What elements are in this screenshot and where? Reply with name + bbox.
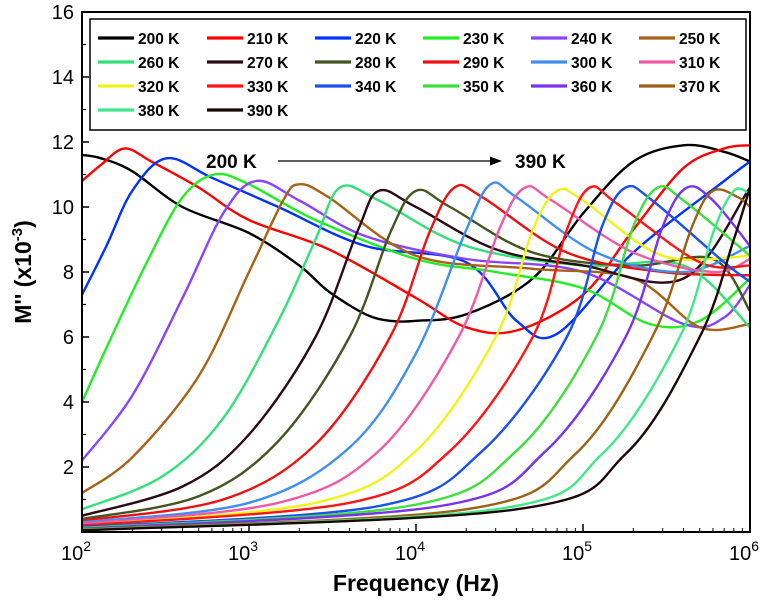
legend-item: 200 K — [98, 31, 180, 48]
x-axis-title: Frequency (Hz) — [333, 570, 499, 596]
y-tick-label: 2 — [63, 457, 74, 479]
series-line-320k — [82, 187, 750, 527]
series-line-210k — [82, 144, 750, 335]
legend-item: 210 K — [207, 31, 289, 48]
series-line-370k — [82, 188, 750, 531]
legend-item: 260 K — [98, 55, 180, 72]
legend-label: 280 K — [355, 55, 397, 72]
series-line-310k — [82, 185, 750, 526]
annotation-start-label: 200 K — [206, 152, 257, 173]
y-axis-title: M'' (x10-3) — [9, 220, 36, 324]
x-tick-label: 102 — [61, 538, 91, 565]
x-tick-label: 105 — [562, 538, 592, 565]
y-tick-label: 16 — [52, 2, 74, 24]
temperature-arrow-annotation: 200 K 390 K — [206, 152, 566, 173]
x-tick-label: 106 — [729, 538, 759, 565]
legend-item: 370 K — [639, 79, 721, 96]
legend-item: 330 K — [207, 79, 289, 96]
legend-label: 250 K — [679, 31, 721, 48]
series-line-200k — [82, 143, 750, 323]
y-tick-label: 12 — [52, 132, 74, 154]
y-axis: 2 4 6 8 10 12 14 16 — [52, 2, 89, 533]
annotation-arrow-head — [490, 156, 502, 166]
legend-label: 380 K — [138, 103, 180, 120]
legend-item: 280 K — [315, 55, 397, 72]
y-tick-label: 8 — [63, 262, 74, 284]
plot-area — [82, 143, 750, 532]
series-line-270k — [82, 186, 750, 517]
legend-label: 230 K — [463, 31, 505, 48]
x-tick-label: 104 — [395, 538, 425, 565]
y-tick-label: 6 — [63, 327, 74, 349]
legend: 200 K 210 K 220 K 230 K 240 K 250 K 260 K 270 K… — [89, 18, 747, 131]
legend-item: 220 K — [315, 31, 397, 48]
legend-label: 240 K — [571, 31, 613, 48]
series-line-360k — [82, 185, 750, 530]
legend-label: 350 K — [463, 79, 505, 96]
legend-item: 380 K — [98, 103, 180, 120]
y-tick-label: 14 — [52, 67, 74, 89]
legend-label: 200 K — [138, 31, 180, 48]
series-line-290k — [82, 183, 750, 522]
legend-items: 200 K 210 K 220 K 230 K 240 K 250 K 260 K 270 K… — [98, 31, 721, 120]
series-line-350k — [82, 184, 750, 530]
y-axis-title-main: M'' (x10 — [10, 241, 36, 324]
y-axis-title-sup: -3 — [9, 228, 26, 241]
series-line-300k — [82, 181, 750, 524]
series-line-230k — [82, 172, 750, 403]
legend-item: 290 K — [423, 55, 505, 72]
legend-label: 270 K — [247, 55, 289, 72]
legend-item: 250 K — [639, 31, 721, 48]
x-axis: 102 103 104 105 106 — [61, 524, 759, 565]
legend-label: 260 K — [138, 55, 180, 72]
legend-label: 330 K — [247, 79, 289, 96]
series-line-330k — [82, 185, 750, 527]
legend-label: 390 K — [247, 103, 289, 120]
legend-label: 360 K — [571, 79, 613, 96]
annotation-end-label: 390 K — [515, 152, 566, 173]
legend-item: 350 K — [423, 79, 505, 96]
legend-label: 310 K — [679, 55, 721, 72]
legend-item: 300 K — [531, 55, 613, 72]
legend-item: 320 K — [98, 79, 180, 96]
legend-item: 230 K — [423, 31, 505, 48]
legend-label: 220 K — [355, 31, 397, 48]
series-line-340k — [82, 184, 750, 529]
legend-label: 300 K — [571, 55, 613, 72]
series-line-390k — [82, 187, 750, 532]
legend-label: 320 K — [138, 79, 180, 96]
legend-label: 340 K — [355, 79, 397, 96]
x-tick-label: 103 — [228, 538, 258, 565]
legend-box — [89, 18, 747, 131]
y-axis-title-close: ) — [10, 220, 36, 228]
y-tick-label: 10 — [52, 197, 74, 219]
legend-item: 390 K — [207, 103, 289, 120]
legend-label: 370 K — [679, 79, 721, 96]
legend-item: 360 K — [531, 79, 613, 96]
legend-item: 240 K — [531, 31, 613, 48]
y-tick-label: 4 — [63, 392, 74, 414]
legend-item: 310 K — [639, 55, 721, 72]
legend-item: 270 K — [207, 55, 289, 72]
legend-label: 290 K — [463, 55, 505, 72]
legend-label: 210 K — [247, 31, 289, 48]
series-line-240k — [82, 179, 750, 462]
legend-item: 340 K — [315, 79, 397, 96]
